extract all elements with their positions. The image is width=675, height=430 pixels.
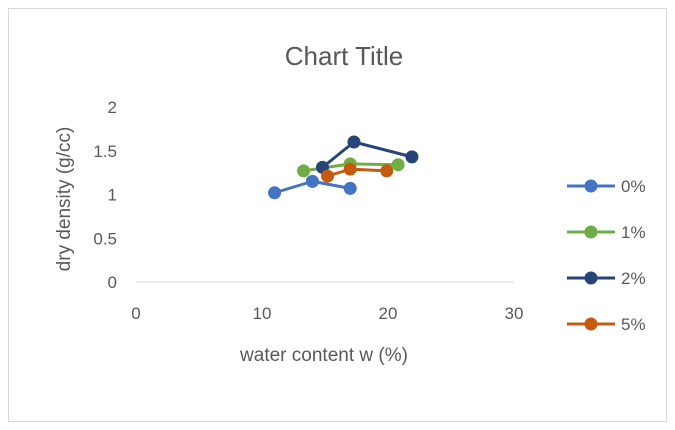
legend-label: 1% [621,223,646,242]
y-tick-label: 1 [108,186,117,205]
data-point [380,164,394,178]
legend-item: 1% [567,223,646,242]
data-point [343,162,357,176]
data-point [391,158,405,172]
legend-marker [584,225,598,239]
data-point [321,169,335,183]
data-point [405,150,419,164]
series-line [326,167,389,178]
series-4 [321,162,394,183]
series-1 [268,174,357,200]
series-layer [268,135,419,200]
y-tick-label: 1.5 [93,142,117,161]
legend-label: 5% [621,315,646,334]
legend-item: 5% [567,315,646,334]
chart-title: Chart Title [285,41,404,71]
data-point [343,181,357,195]
legend: 0% 1% 2% 5% [567,177,646,334]
x-tick-label: 0 [131,304,140,323]
legend-marker [584,179,598,193]
data-point [305,174,319,188]
x-tick-label: 20 [379,304,398,323]
y-tick-label: 2 [108,98,117,117]
chart-area [8,8,667,422]
y-tick-label: 0 [108,273,117,292]
data-point [347,135,361,149]
y-axis-label: dry density (g/cc) [54,127,75,272]
legend-label: 0% [621,177,646,196]
x-tick-label: 10 [253,304,272,323]
legend-marker [584,317,598,331]
x-axis-ticks: 0 10 20 30 [131,304,523,323]
data-point [268,186,282,200]
y-axis-ticks: 0 0.5 1 1.5 2 [93,98,117,292]
data-point [297,164,311,178]
x-axis-label: water content w (%) [239,345,408,366]
legend-item: 0% [567,177,646,196]
legend-label: 2% [621,269,646,288]
x-tick-label: 30 [505,304,524,323]
y-tick-label: 0.5 [93,229,117,248]
legend-marker [584,271,598,285]
legend-item: 2% [567,269,646,288]
